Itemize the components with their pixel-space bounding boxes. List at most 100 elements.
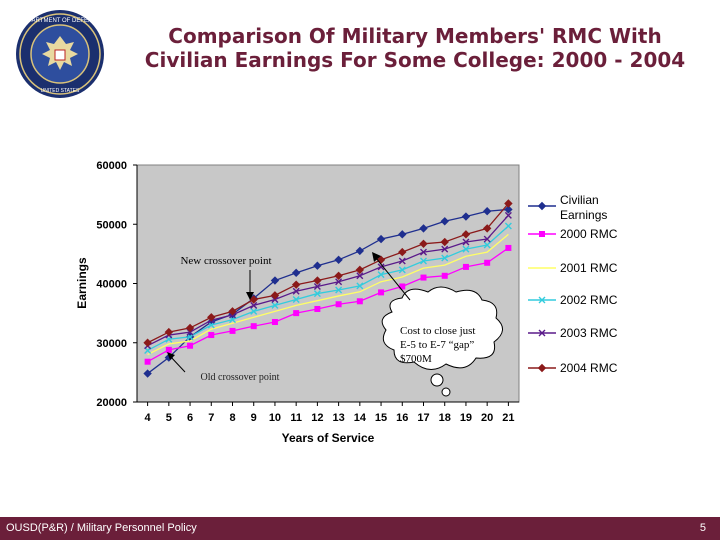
data-point-rmc2002 [250, 307, 258, 315]
svg-text:UNITED STATES: UNITED STATES [41, 88, 80, 94]
data-point-rmc2000 [420, 274, 427, 281]
annotation-new-crossover: New crossover point [180, 255, 271, 267]
series-line-rmc2002 [147, 225, 509, 352]
data-point-rmc2002 [292, 296, 300, 303]
data-point-rmc2002 [335, 286, 343, 294]
x-axis-title: Years of Service [282, 431, 375, 445]
data-point-rmc2000 [165, 346, 172, 353]
footer-organization: OUSD(P&R) / Military Personnel Policy [6, 522, 197, 534]
data-point-rmc2003 [335, 278, 343, 286]
data-point-rmc2002 [462, 245, 470, 253]
data-point-civilian [376, 234, 386, 244]
data-point-rmc2003 [377, 263, 385, 271]
legend-label-rmc2003: 2003 RMC [560, 326, 618, 340]
callout-bubble-2 [441, 387, 451, 397]
legend-marker-rmc2000 [539, 231, 545, 237]
data-point-civilian [504, 205, 513, 214]
x-tick-label: 6 [187, 412, 193, 424]
footer-bar: OUSD(P&R) / Military Personnel Policy 5 [0, 517, 720, 540]
x-tick-label: 18 [439, 412, 451, 424]
y-tick-label: 20000 [96, 397, 127, 409]
callout-text-line-2: E-5 to E-7 “gap” [400, 339, 474, 351]
data-point-rmc2004 [440, 237, 449, 247]
y-tick-label: 30000 [96, 338, 127, 350]
x-tick-label: 11 [290, 412, 302, 424]
data-point-rmc2003 [292, 287, 300, 295]
series-line-civilian [147, 208, 509, 375]
x-tick-label: 10 [269, 412, 281, 424]
data-point-civilian [313, 261, 322, 270]
data-point-rmc2000 [187, 342, 194, 349]
data-point-rmc2000 [484, 259, 491, 266]
page-number: 5 [699, 522, 706, 534]
data-point-rmc2000 [399, 283, 406, 290]
series-line-rmc2000 [147, 247, 509, 363]
slide-title: Comparison Of Military Members' RMC With… [120, 24, 710, 72]
x-tick-label: 21 [502, 412, 514, 424]
series-line-rmc2003 [147, 214, 509, 347]
x-tick-label: 16 [396, 412, 408, 424]
data-point-rmc2003 [398, 257, 406, 265]
data-point-rmc2002 [356, 282, 364, 290]
x-tick-label: 5 [166, 412, 172, 424]
callout-bubble-1 [430, 373, 444, 387]
series-line-rmc2004 [147, 203, 509, 344]
data-point-rmc2000 [271, 319, 278, 326]
data-point-rmc2000 [144, 358, 151, 365]
annotation-old-crossover-arrow [169, 355, 186, 373]
series-line-rmc2001 [147, 233, 509, 356]
data-point-rmc2004 [185, 323, 195, 333]
callout-cloud [381, 286, 503, 370]
data-point-rmc2000 [462, 263, 469, 270]
data-point-rmc2002 [313, 290, 321, 298]
x-tick-label: 9 [251, 412, 257, 424]
x-tick-label: 14 [354, 412, 367, 424]
data-point-rmc2004 [228, 307, 237, 316]
y-tick-label: 40000 [96, 279, 127, 291]
legend-marker-rmc2004 [537, 363, 547, 373]
data-point-rmc2004 [207, 313, 216, 322]
data-point-civilian [355, 246, 365, 256]
annotation-old-crossover: Old crossover point [201, 372, 280, 383]
x-tick-label: 17 [417, 412, 429, 424]
annotation-old-crossover-arrowhead [167, 352, 175, 360]
legend-marker-rmc2003 [538, 329, 546, 337]
x-tick-label: 20 [481, 412, 493, 424]
data-point-rmc2004 [504, 199, 513, 208]
dod-seal: DEPARTMENT OF DEFENSE UNITED STATES [16, 10, 104, 98]
data-point-rmc2000 [229, 327, 236, 334]
callout-text-line-1: Cost to close just [400, 325, 475, 337]
title-line-2: Civilian Earnings For Some College: 2000… [144, 48, 686, 72]
data-point-rmc2004 [291, 280, 301, 289]
data-point-rmc2004 [482, 224, 492, 233]
data-point-rmc2000 [505, 244, 512, 251]
data-point-rmc2004 [164, 327, 174, 337]
data-point-rmc2000 [335, 301, 342, 308]
data-point-rmc2003 [483, 235, 491, 243]
data-point-rmc2003 [356, 272, 364, 280]
data-point-rmc2004 [249, 295, 258, 304]
data-point-rmc2000 [250, 323, 257, 330]
data-point-civilian [270, 276, 280, 285]
title-line-1: Comparison Of Military Members' RMC With [168, 24, 662, 48]
data-point-rmc2002 [504, 222, 512, 230]
data-point-rmc2004 [419, 239, 428, 249]
data-point-rmc2000 [441, 272, 448, 279]
data-point-rmc2004 [355, 265, 365, 275]
data-point-civilian [440, 217, 449, 226]
legend-label-rmc2002: 2002 RMC [560, 293, 618, 307]
data-point-rmc2002 [441, 254, 449, 262]
data-point-civilian [291, 268, 301, 278]
legend-label-rmc2004: 2004 RMC [560, 361, 618, 375]
legend-label-civilian-line2: Earnings [560, 208, 607, 222]
data-point-rmc2004 [143, 338, 152, 347]
data-point-rmc2003 [250, 301, 258, 309]
callout-arrow [375, 257, 411, 301]
data-point-rmc2000 [293, 310, 300, 317]
legend-marker-civilian [537, 201, 547, 211]
data-point-rmc2000 [208, 332, 215, 339]
data-point-civilian [419, 224, 428, 233]
callout-arrowhead [372, 252, 381, 262]
data-point-rmc2003 [313, 282, 321, 290]
data-point-civilian [143, 369, 152, 378]
